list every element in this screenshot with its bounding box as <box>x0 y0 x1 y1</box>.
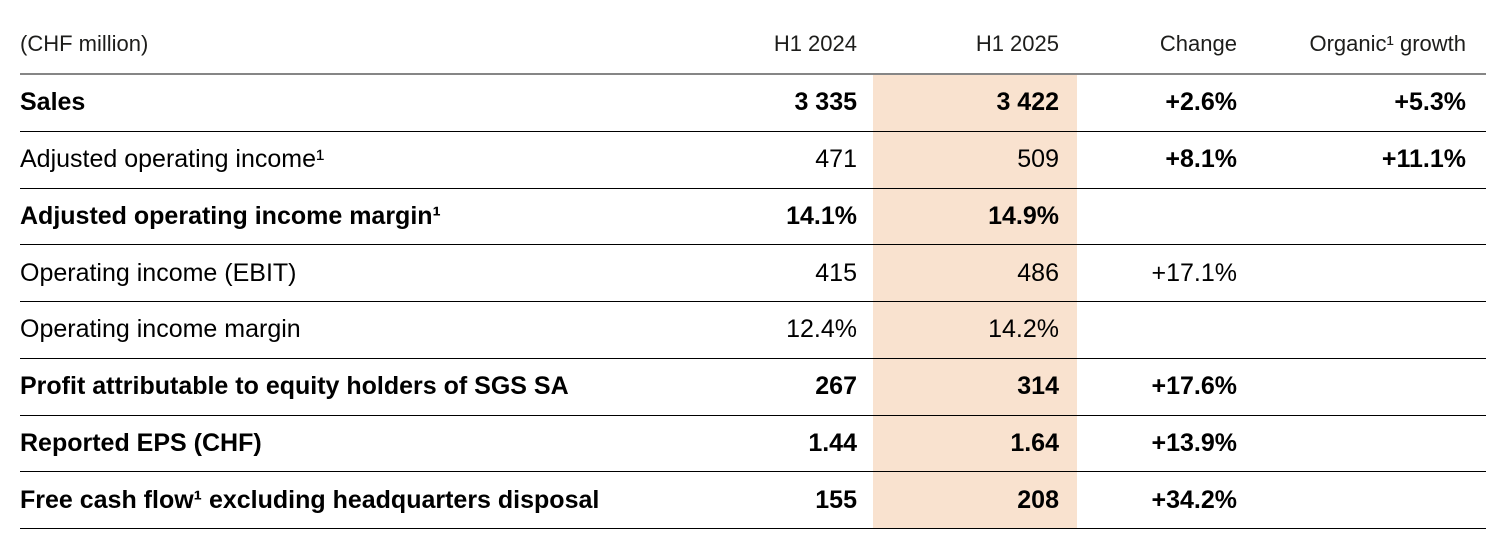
value-organic-growth: +11.1% <box>1381 145 1466 174</box>
value-organic-growth <box>1257 189 1486 245</box>
value-organic-growth <box>1257 245 1486 301</box>
table-row: Adjusted operating income margin¹ 14.1% … <box>20 188 1486 246</box>
row-label: Profit attributable to equity holders of… <box>20 372 569 401</box>
row-label: Reported EPS (CHF) <box>20 428 262 457</box>
value-organic-growth <box>1257 472 1486 528</box>
value-h1-2025: 1.64 <box>873 415 1077 472</box>
col-header-h1-2025: H1 2025 <box>975 30 1059 56</box>
col-header-h1-2024: H1 2024 <box>773 30 857 56</box>
value-h1-2024: 1.44 <box>808 428 857 457</box>
table-row: Profit attributable to equity holders of… <box>20 358 1486 416</box>
value-h1-2024: 3 335 <box>794 88 857 117</box>
row-label: Adjusted operating income margin¹ <box>20 201 441 230</box>
value-h1-2025: 314 <box>873 358 1077 415</box>
value-change: +34.2% <box>1151 485 1238 514</box>
value-h1-2024: 155 <box>815 485 857 514</box>
value-h1-2025: 509 <box>873 131 1077 188</box>
table-row: Operating income margin 12.4% 14.2% <box>20 302 1486 359</box>
value-h1-2024: 415 <box>815 258 857 287</box>
value-h1-2025: 486 <box>873 245 1077 301</box>
table-row: Reported EPS (CHF) 1.44 1.64 +13.9% <box>20 415 1486 473</box>
row-label: Free cash flow¹ excluding headquarters d… <box>20 485 600 514</box>
value-organic-growth <box>1257 302 1486 358</box>
value-organic-growth <box>1257 416 1486 472</box>
row-label: Operating income (EBIT) <box>20 258 297 287</box>
value-h1-2025: 208 <box>873 472 1077 528</box>
col-header-organic-growth: Organic¹ growth <box>1309 30 1466 56</box>
table-header-row: (CHF million) H1 2024 H1 2025 Change Org… <box>20 0 1486 75</box>
unit-label: (CHF million) <box>20 30 149 56</box>
value-h1-2025: 14.2% <box>873 302 1077 358</box>
table-row: Adjusted operating income¹ 471 509 +8.1%… <box>20 131 1486 189</box>
value-change: +17.1% <box>1151 258 1238 287</box>
value-h1-2024: 471 <box>815 145 857 174</box>
row-label: Sales <box>20 88 86 117</box>
value-h1-2024: 14.1% <box>786 201 857 230</box>
value-h1-2024: 12.4% <box>786 315 857 344</box>
value-change <box>1077 189 1257 245</box>
value-change <box>1077 302 1257 358</box>
table-row: Free cash flow¹ excluding headquarters d… <box>20 472 1486 529</box>
row-label: Adjusted operating income¹ <box>20 145 325 174</box>
row-label: Operating income margin <box>20 315 301 344</box>
value-h1-2025: 14.9% <box>873 188 1077 245</box>
value-change: +8.1% <box>1165 145 1237 174</box>
col-header-change: Change <box>1159 30 1237 56</box>
value-organic-growth: +5.3% <box>1394 88 1466 117</box>
value-change: +17.6% <box>1151 372 1238 401</box>
value-h1-2025: 3 422 <box>873 75 1077 131</box>
table-row: Sales 3 335 3 422 +2.6% +5.3% <box>20 75 1486 132</box>
value-organic-growth <box>1257 359 1486 415</box>
table-row: Operating income (EBIT) 415 486 +17.1% <box>20 245 1486 302</box>
value-h1-2024: 267 <box>815 372 857 401</box>
value-change: +2.6% <box>1165 88 1237 117</box>
value-change: +13.9% <box>1151 428 1238 457</box>
financial-summary-table: (CHF million) H1 2024 H1 2025 Change Org… <box>20 0 1486 529</box>
